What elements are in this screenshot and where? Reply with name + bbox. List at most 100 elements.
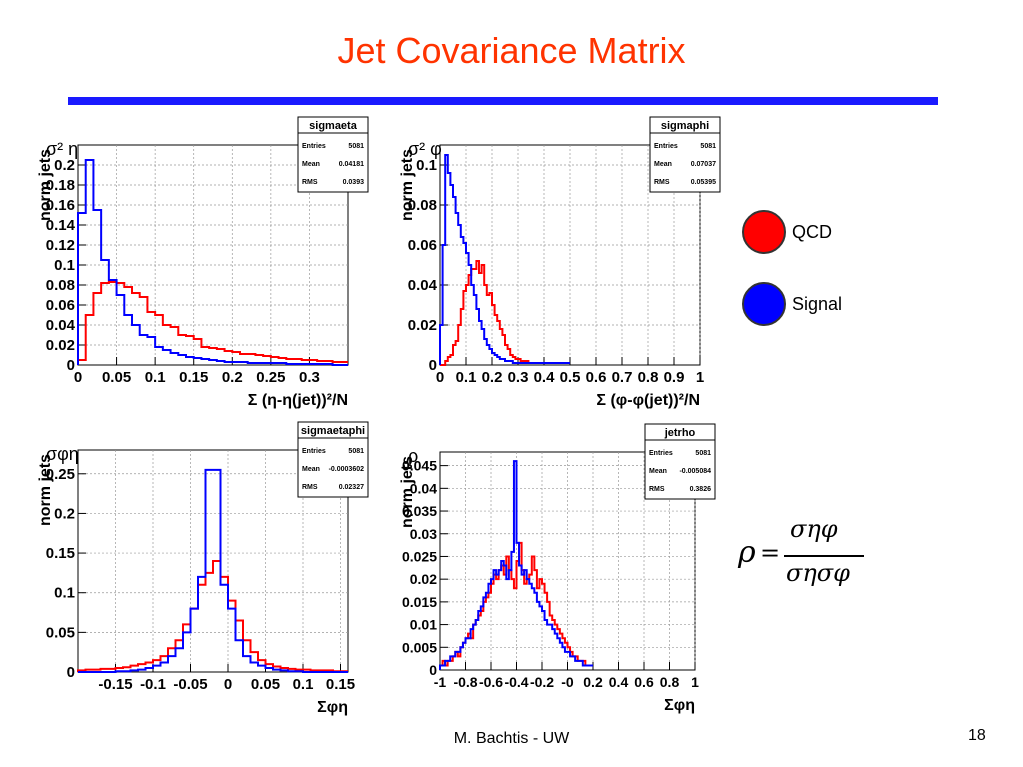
rho-formula: ρ = σηφ σησφ — [738, 515, 868, 595]
stats-value: -0.005084 — [679, 468, 711, 475]
stats-key: RMS — [302, 179, 318, 186]
x-tick-label: -0 — [561, 674, 574, 690]
y-tick-label: 0 — [67, 357, 75, 374]
x-tick-label: -0.8 — [453, 674, 477, 690]
x-tick-label: 0.2 — [222, 369, 243, 386]
legend-qcd-label: QCD — [792, 221, 832, 242]
x-tick-label: 0.3 — [508, 369, 529, 386]
formula-eq: = — [760, 539, 781, 567]
legend-qcd-marker — [742, 210, 786, 254]
x-tick-label: 0.15 — [326, 676, 355, 693]
formula-numerator: σηφ — [790, 515, 838, 543]
stats-title: jetrho — [664, 427, 696, 439]
x-tick-label: 0.15 — [179, 369, 208, 386]
y-tick-label: 0 — [67, 664, 75, 681]
formula-fraction-bar — [784, 555, 864, 557]
corner-label: σ² η — [46, 139, 78, 159]
x-tick-label: 0.6 — [586, 369, 607, 386]
x-tick-label: -0.15 — [98, 676, 132, 693]
stats-key: Mean — [302, 466, 320, 473]
stats-key: Entries — [302, 448, 326, 455]
x-tick-label: 0.5 — [560, 369, 581, 386]
legend-item-signal: Signal — [742, 282, 842, 326]
slide-title: Jet Covariance Matrix — [337, 30, 686, 71]
corner-label: σφη — [46, 444, 79, 464]
y-tick-label: 0.04 — [46, 317, 76, 334]
title-rule — [68, 97, 938, 105]
stats-value: 5081 — [348, 143, 364, 150]
stats-value: 0.05395 — [691, 179, 716, 186]
x-tick-label: 0.1 — [293, 676, 314, 693]
x-tick-label: 0 — [224, 676, 232, 693]
y-tick-label: 0.18 — [46, 177, 75, 194]
x-tick-label: 0.2 — [482, 369, 503, 386]
corner-label: ρ — [408, 446, 418, 466]
histogram-signal — [78, 468, 348, 673]
y-tick-label: 0.14 — [46, 217, 76, 234]
y-tick-label: 0.035 — [402, 503, 437, 519]
stats-key: RMS — [302, 484, 318, 491]
y-axis-label: norm jets — [37, 454, 54, 526]
stats-key: Entries — [302, 143, 326, 150]
formula-denominator: σησφ — [786, 559, 850, 587]
stats-value: 0.04181 — [339, 161, 364, 168]
histogram-signal — [439, 460, 593, 670]
stats-value: 0.0393 — [343, 179, 365, 186]
histogram-signal — [439, 154, 570, 365]
y-tick-label: 0.16 — [46, 197, 75, 214]
y-tick-label: 0.1 — [416, 157, 437, 174]
x-tick-label: 0.1 — [145, 369, 166, 386]
stats-value: 5081 — [695, 450, 711, 457]
y-tick-label: 0.15 — [46, 545, 75, 562]
y-tick-label: 0.06 — [46, 297, 75, 314]
footer-author: M. Bachtis - UW — [453, 730, 570, 747]
y-tick-label: 0 — [429, 662, 437, 678]
legend-signal-label: Signal — [792, 293, 843, 314]
stats-key: RMS — [654, 179, 670, 186]
corner-label: σ² φ — [408, 139, 442, 159]
y-tick-label: 0.02 — [410, 571, 437, 587]
stats-value: 0.07037 — [691, 161, 716, 168]
stats-key: Mean — [302, 161, 320, 168]
x-tick-label: 0.6 — [634, 674, 654, 690]
stats-value: 5081 — [348, 448, 364, 455]
x-tick-label: 0.4 — [534, 369, 556, 386]
stats-box — [297, 116, 369, 193]
x-tick-label: 0 — [436, 369, 444, 386]
stats-value: 0.02327 — [339, 484, 364, 491]
y-tick-label: 0.045 — [402, 458, 437, 474]
x-tick-label: 0.8 — [638, 369, 659, 386]
x-tick-label: -0.2 — [530, 674, 554, 690]
formula-lhs: ρ — [738, 535, 756, 570]
x-tick-label: 0.2 — [583, 674, 603, 690]
y-tick-label: 0.2 — [54, 505, 75, 522]
x-axis-label: Σ (η-η(jet))²/N — [248, 392, 348, 409]
x-axis-label: Σφη — [317, 699, 348, 716]
y-tick-label: 0.025 — [402, 548, 437, 564]
y-tick-label: 0.1 — [54, 257, 75, 274]
plot-sigmaetaphi: 0 0.05 0.1 0.15 0.2 0.25 -0.15 -0.1 -0.05 0 0.05 0.… — [37, 421, 369, 716]
y-tick-label: 0.1 — [54, 585, 75, 602]
legend-signal-marker — [742, 282, 786, 326]
x-tick-label: 1 — [691, 674, 699, 690]
x-tick-label: 0.7 — [612, 369, 633, 386]
stats-value: -0.0003602 — [329, 466, 365, 473]
legend: QCD Signal — [742, 210, 842, 326]
y-axis-label: norm jets — [399, 149, 416, 221]
y-axis-label: norm jets — [399, 456, 416, 528]
legend-item-qcd: QCD — [742, 210, 842, 254]
stats-box — [297, 421, 369, 498]
stats-box — [644, 423, 716, 500]
x-tick-label: 0.9 — [664, 369, 685, 386]
y-tick-label: 0.03 — [410, 526, 437, 542]
stats-key: Entries — [654, 143, 678, 150]
stats-title: sigmaeta — [309, 120, 358, 132]
x-tick-label: 0.1 — [456, 369, 477, 386]
plot-jetrho: 0 0.005 0.01 0.015 0.02 0.025 0.03 0.035 0.04 0.0… — [399, 423, 716, 714]
stats-key: RMS — [649, 486, 665, 493]
x-tick-label: 0.05 — [102, 369, 131, 386]
y-tick-label: 0.08 — [408, 197, 437, 214]
y-tick-label: 0.02 — [408, 317, 437, 334]
stats-key: Mean — [654, 161, 672, 168]
y-tick-label: 0.04 — [410, 480, 437, 496]
